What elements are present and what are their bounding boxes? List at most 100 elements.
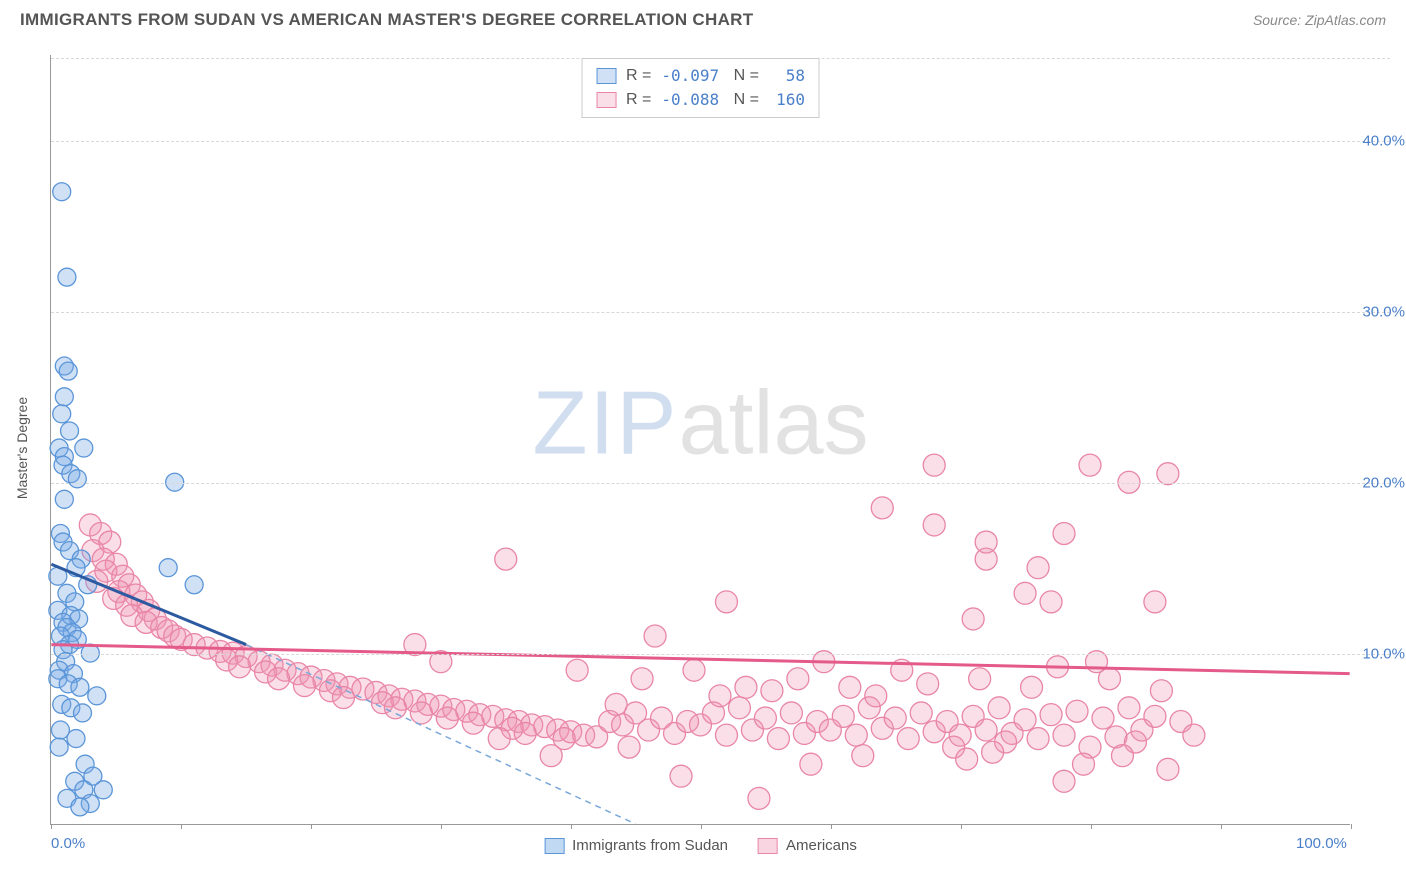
scatter-point [50,738,68,756]
scatter-point [871,497,893,519]
scatter-point [1144,705,1166,727]
plot-svg [51,55,1350,824]
scatter-point [410,702,432,724]
legend-label-sudan: Immigrants from Sudan [572,837,728,854]
scatter-point [1183,724,1205,746]
y-tick-label: 40.0% [1362,132,1405,149]
scatter-point [975,719,997,741]
scatter-point [670,765,692,787]
scatter-point [1073,753,1095,775]
scatter-point [787,668,809,690]
x-tick-label: 100.0% [1296,835,1347,852]
chart-header: IMMIGRANTS FROM SUDAN VS AMERICAN MASTER… [0,0,1406,36]
scatter-point [1053,724,1075,746]
legend-row-americans: R = -0.088 N = 160 [596,88,805,112]
scatter-point [845,724,867,746]
scatter-point [1079,454,1101,476]
scatter-point [1027,557,1049,579]
scatter-point [715,591,737,613]
legend-swatch-icon [544,838,564,854]
scatter-point [715,724,737,746]
scatter-point [332,687,354,709]
y-axis-label: Master's Degree [14,397,30,499]
scatter-point [462,712,484,734]
scatter-point [923,454,945,476]
source-attribution: Source: ZipAtlas.com [1253,12,1386,28]
scatter-point [832,705,854,727]
legend-r-value-sudan: -0.097 [661,64,719,88]
scatter-point [268,668,290,690]
scatter-point [1014,709,1036,731]
scatter-point [1021,676,1043,698]
scatter-point [865,685,887,707]
scatter-point [761,680,783,702]
scatter-point [969,668,991,690]
gridline [51,654,1390,655]
legend-label-americans: Americans [786,837,857,854]
series-legend: Immigrants from Sudan Americans [544,837,857,854]
scatter-point [852,745,874,767]
scatter-point [1118,697,1140,719]
scatter-point [61,422,79,440]
scatter-point [229,656,251,678]
scatter-point [514,722,536,744]
x-tick [1221,824,1222,829]
scatter-point [1150,680,1172,702]
scatter-point [975,531,997,553]
scatter-point [1040,704,1062,726]
scatter-point [1053,523,1075,545]
scatter-point [1040,591,1062,613]
gridline [51,312,1390,313]
scatter-point [71,798,89,816]
x-tick [701,824,702,829]
scatter-point [1027,728,1049,750]
scatter-point [294,675,316,697]
scatter-point [839,676,861,698]
scatter-point [53,183,71,201]
scatter-point [748,787,770,809]
scatter-point [55,388,73,406]
chart-container: Master's Degree ZIPatlas R = -0.097 N = … [50,55,1390,825]
scatter-point [618,736,640,758]
scatter-point [53,405,71,423]
scatter-point [185,576,203,594]
y-tick-label: 30.0% [1362,303,1405,320]
legend-swatch-americans [596,92,616,108]
scatter-point [159,559,177,577]
scatter-point [709,685,731,707]
scatter-point [962,608,984,630]
scatter-point [735,676,757,698]
scatter-point [754,707,776,729]
scatter-point [540,745,562,767]
scatter-point [88,687,106,705]
scatter-point [728,697,750,719]
legend-r-label: R = [626,64,651,88]
scatter-point [683,659,705,681]
legend-n-label: N = [729,88,759,112]
scatter-point [1157,463,1179,485]
scatter-point [1111,745,1133,767]
x-tick [831,824,832,829]
scatter-point [917,673,939,695]
scatter-point [67,730,85,748]
x-tick [181,824,182,829]
scatter-point [884,707,906,729]
legend-n-value-americans: 160 [769,88,805,112]
scatter-point [923,514,945,536]
scatter-point [75,439,93,457]
scatter-point [436,707,458,729]
scatter-point [897,728,919,750]
scatter-point [800,753,822,775]
gridline [51,141,1390,142]
scatter-point [1092,707,1114,729]
scatter-point [1144,591,1166,613]
scatter-point [988,697,1010,719]
legend-r-value-americans: -0.088 [661,88,719,112]
y-tick-label: 10.0% [1362,645,1405,662]
legend-swatch-icon [758,838,778,854]
scatter-point [488,728,510,750]
scatter-point [71,678,89,696]
legend-swatch-sudan [596,68,616,84]
legend-item-sudan: Immigrants from Sudan [544,837,728,854]
scatter-point [94,781,112,799]
